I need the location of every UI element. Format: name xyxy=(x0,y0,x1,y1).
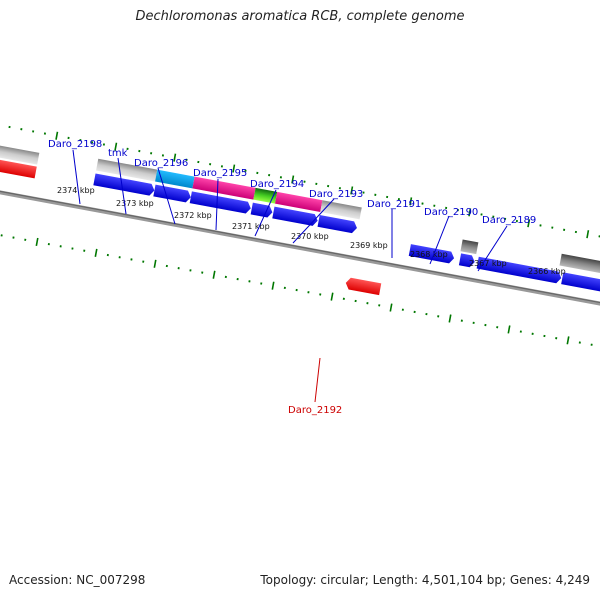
ruler-major-tick xyxy=(55,131,59,140)
ruler-major-tick xyxy=(330,292,334,301)
gene-block-dark-grey xyxy=(460,239,479,255)
ruler-major-tick xyxy=(94,248,98,257)
gene-block-magenta xyxy=(192,176,256,200)
gene-label[interactable]: Daro_2198 xyxy=(48,139,102,150)
topology-text: Topology: circular; Length: 4,501,104 bp… xyxy=(260,573,590,587)
label-leaders xyxy=(72,149,508,272)
gene-label[interactable]: Daro_2190 xyxy=(424,207,478,218)
gene-block-cyan xyxy=(155,169,195,189)
label-leader-red xyxy=(314,357,321,403)
ruler-major-tick xyxy=(350,186,354,195)
feature-track-upper xyxy=(0,144,600,281)
gene-label[interactable]: Daro_2189 xyxy=(482,215,536,226)
kbp-label: 2369 kbp xyxy=(350,241,388,250)
gene-label[interactable]: Daro_2196 xyxy=(134,158,188,169)
gene-label[interactable]: Daro_2192 xyxy=(288,405,342,416)
gene-block-grey xyxy=(0,144,40,165)
ruler-major-tick xyxy=(507,325,511,334)
ruler-major-tick xyxy=(448,314,452,323)
ruler-major-tick xyxy=(114,142,118,151)
ruler-major-tick xyxy=(173,153,177,162)
gene-arrow xyxy=(476,256,562,284)
gene-arrow xyxy=(250,202,273,218)
gene-arrow xyxy=(408,244,455,264)
gene-arrow xyxy=(458,253,475,268)
gene-block-grey xyxy=(96,158,158,182)
gene-label[interactable]: Daro_2191 xyxy=(367,199,421,210)
accession-text: Accession: NC_007298 xyxy=(9,573,146,587)
ruler-major-tick xyxy=(468,208,472,217)
gene-label[interactable]: Daro_2195 xyxy=(193,168,247,179)
feature-track-forward xyxy=(93,173,600,299)
gene-arrow-red xyxy=(345,277,382,296)
kbp-label: 2370 kbp xyxy=(291,232,329,241)
ruler-major-tick xyxy=(389,303,393,312)
kbp-label: 2374 kbp xyxy=(57,186,95,195)
ruler-major-tick xyxy=(586,230,590,239)
kbp-label: 2367 kbp xyxy=(469,259,507,268)
ruler-major-tick xyxy=(212,270,216,279)
scale-ruler xyxy=(0,125,600,346)
gene-arrow xyxy=(561,272,600,299)
feature-track-reverse xyxy=(0,158,382,296)
gene-arrow xyxy=(93,173,155,196)
ruler-major-tick xyxy=(409,197,413,206)
gene-arrow xyxy=(317,215,357,234)
gene-arrow xyxy=(153,184,191,203)
ruler-major-tick xyxy=(566,336,570,345)
kbp-label: 2373 kbp xyxy=(116,199,154,208)
gene-block-grey xyxy=(320,200,362,220)
gene-labels: Daro_2198 tmk Daro_2196 Daro_2195 Daro_2… xyxy=(48,139,536,416)
ruler-major-tick xyxy=(291,175,295,184)
ruler-major-tick xyxy=(153,259,157,268)
kbp-label: 2368 kbp xyxy=(410,250,448,259)
ruler-major-tick xyxy=(271,281,275,290)
gene-arrow xyxy=(272,206,318,226)
page-title: Dechloromonas aromatica RCB, complete ge… xyxy=(135,9,465,24)
ruler-major-tick xyxy=(527,219,531,228)
gene-arrow xyxy=(189,191,251,214)
gene-block-magenta xyxy=(275,191,323,213)
gene-arrow-red xyxy=(0,158,37,179)
chromosome-backbone xyxy=(0,187,600,309)
kbp-labels: 2374 kbp 2373 kbp 2372 kbp 2371 kbp 2370… xyxy=(57,186,566,276)
gene-label[interactable]: tmk xyxy=(108,148,128,159)
gene-label[interactable]: Daro_2194 xyxy=(250,179,304,190)
ruler-major-tick xyxy=(232,164,236,173)
kbp-label: 2371 kbp xyxy=(232,222,270,231)
gene-label[interactable]: Daro_2193 xyxy=(309,189,363,200)
kbp-label: 2366 kbp xyxy=(528,267,566,276)
kbp-label: 2372 kbp xyxy=(174,211,212,220)
ruler-major-tick xyxy=(35,237,39,247)
